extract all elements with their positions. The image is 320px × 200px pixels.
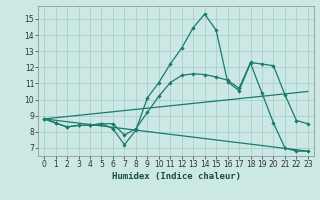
X-axis label: Humidex (Indice chaleur): Humidex (Indice chaleur) — [111, 172, 241, 181]
